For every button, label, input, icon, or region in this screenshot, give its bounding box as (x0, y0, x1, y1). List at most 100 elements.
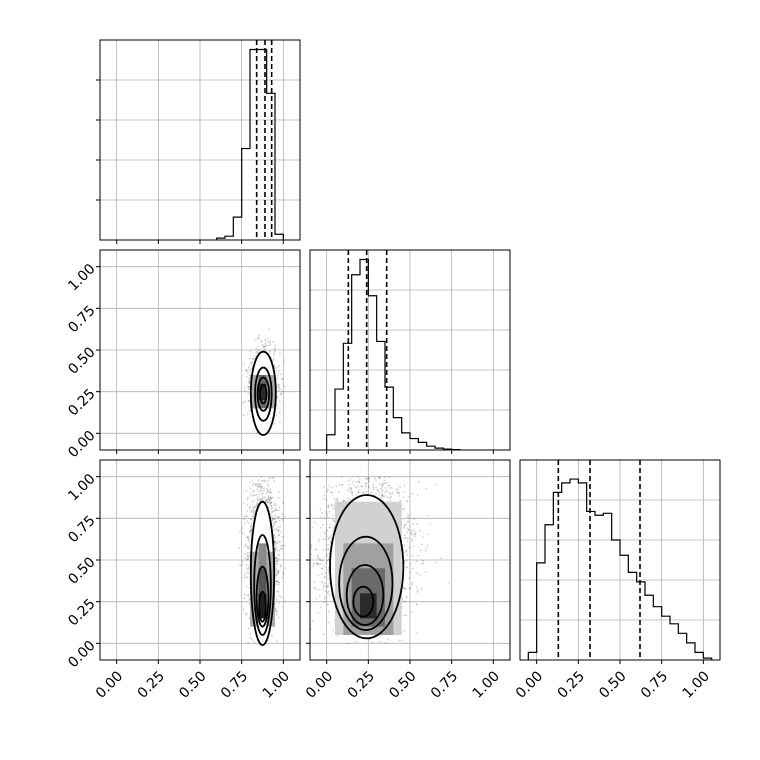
scatter-point (260, 339, 262, 342)
scatter-point (269, 351, 272, 353)
scatter-point (379, 483, 382, 486)
scatter-point (243, 573, 246, 576)
scatter-point (248, 555, 251, 558)
scatter-point (277, 529, 280, 531)
scatter-point (250, 527, 253, 530)
scatter-point (324, 572, 327, 575)
scatter-point (249, 632, 252, 635)
scatter-point (247, 388, 250, 390)
scatter-point (247, 379, 250, 382)
scatter-point (253, 641, 256, 644)
scatter-point (258, 493, 261, 496)
y-tick-label: 0.00 (65, 638, 98, 671)
scatter-point (325, 499, 328, 502)
scatter-point (247, 496, 249, 499)
scatter-point (244, 593, 246, 596)
scatter-point (409, 571, 412, 574)
scatter-point (365, 482, 368, 485)
scatter-point (243, 515, 246, 518)
scatter-point (274, 543, 277, 545)
scatter-point (255, 483, 258, 486)
contour-line (249, 350, 277, 436)
scatter-point (277, 570, 280, 572)
scatter-point (242, 501, 245, 504)
scatter-point (241, 532, 244, 535)
scatter-point (281, 547, 284, 550)
scatter-point (250, 523, 253, 525)
scatter-point (317, 611, 320, 614)
scatter-point (447, 581, 450, 584)
scatter-point (406, 499, 409, 502)
scatter-point (313, 587, 316, 590)
scatter-point (245, 543, 247, 546)
scatter-point (316, 562, 319, 565)
scatter-point (239, 564, 241, 566)
scatter-point (397, 491, 400, 494)
scatter-point (248, 369, 251, 371)
scatter-point (249, 492, 252, 495)
scatter-point (322, 584, 325, 587)
scatter-point (260, 493, 263, 495)
scatter-point (323, 598, 326, 600)
scatter-point (273, 509, 276, 512)
scatter-point (324, 516, 326, 519)
scatter-point (276, 542, 279, 545)
scatter-point (274, 347, 276, 349)
scatter-point (259, 485, 262, 488)
scatter-point (284, 567, 287, 570)
scatter-point (362, 491, 365, 494)
scatter-point (330, 491, 332, 494)
scatter-point (326, 530, 328, 532)
scatter-point (325, 528, 328, 531)
scatter-point (280, 564, 282, 567)
scatter-point (276, 590, 278, 593)
scatter-point (244, 386, 246, 389)
scatter-point (327, 488, 329, 491)
scatter-point (382, 482, 385, 485)
scatter-point (262, 489, 265, 492)
scatter-point (247, 642, 249, 644)
scatter-point (274, 568, 277, 571)
scatter-point (342, 499, 345, 502)
scatter-point (272, 516, 275, 519)
scatter-point (404, 600, 407, 603)
scatter-point (403, 524, 406, 527)
scatter-point (244, 553, 246, 556)
scatter-point (277, 529, 280, 532)
panel-content (310, 250, 510, 450)
scatter-point (280, 377, 283, 380)
scatter-point (325, 512, 328, 515)
scatter-point (247, 554, 249, 557)
scatter-point (324, 596, 327, 599)
scatter-point (330, 523, 332, 526)
contour-line (256, 376, 271, 412)
scatter-point (246, 413, 249, 416)
scatter-point (291, 591, 293, 593)
scatter-point (252, 513, 255, 516)
scatter-point (324, 538, 327, 540)
scatter-point (403, 491, 406, 494)
scatter-point (263, 345, 266, 348)
scatter-point (265, 500, 267, 503)
scatter-point (318, 564, 321, 566)
histogram-panel-2: 0.00 0.25 0.50 0.75 1.00 (513, 459, 721, 702)
scatter-point (249, 534, 252, 537)
scatter-point (280, 392, 282, 395)
scatter-point (426, 533, 429, 536)
scatter-point (259, 498, 262, 501)
scatter-point (378, 493, 381, 496)
scatter-point (240, 527, 243, 530)
scatter-point (269, 502, 272, 505)
density-cell (258, 543, 267, 569)
scatter-point (276, 572, 278, 574)
scatter-point (372, 484, 375, 486)
scatter-point (327, 538, 330, 540)
scatter-point (318, 588, 321, 591)
scatter-point (271, 519, 274, 521)
scatter-point (252, 515, 255, 518)
scatter-point (407, 537, 409, 539)
y-tick-label: 1.00 (65, 471, 98, 504)
scatter-point (279, 388, 282, 390)
scatter-point (370, 491, 373, 494)
scatter-point (260, 480, 263, 482)
